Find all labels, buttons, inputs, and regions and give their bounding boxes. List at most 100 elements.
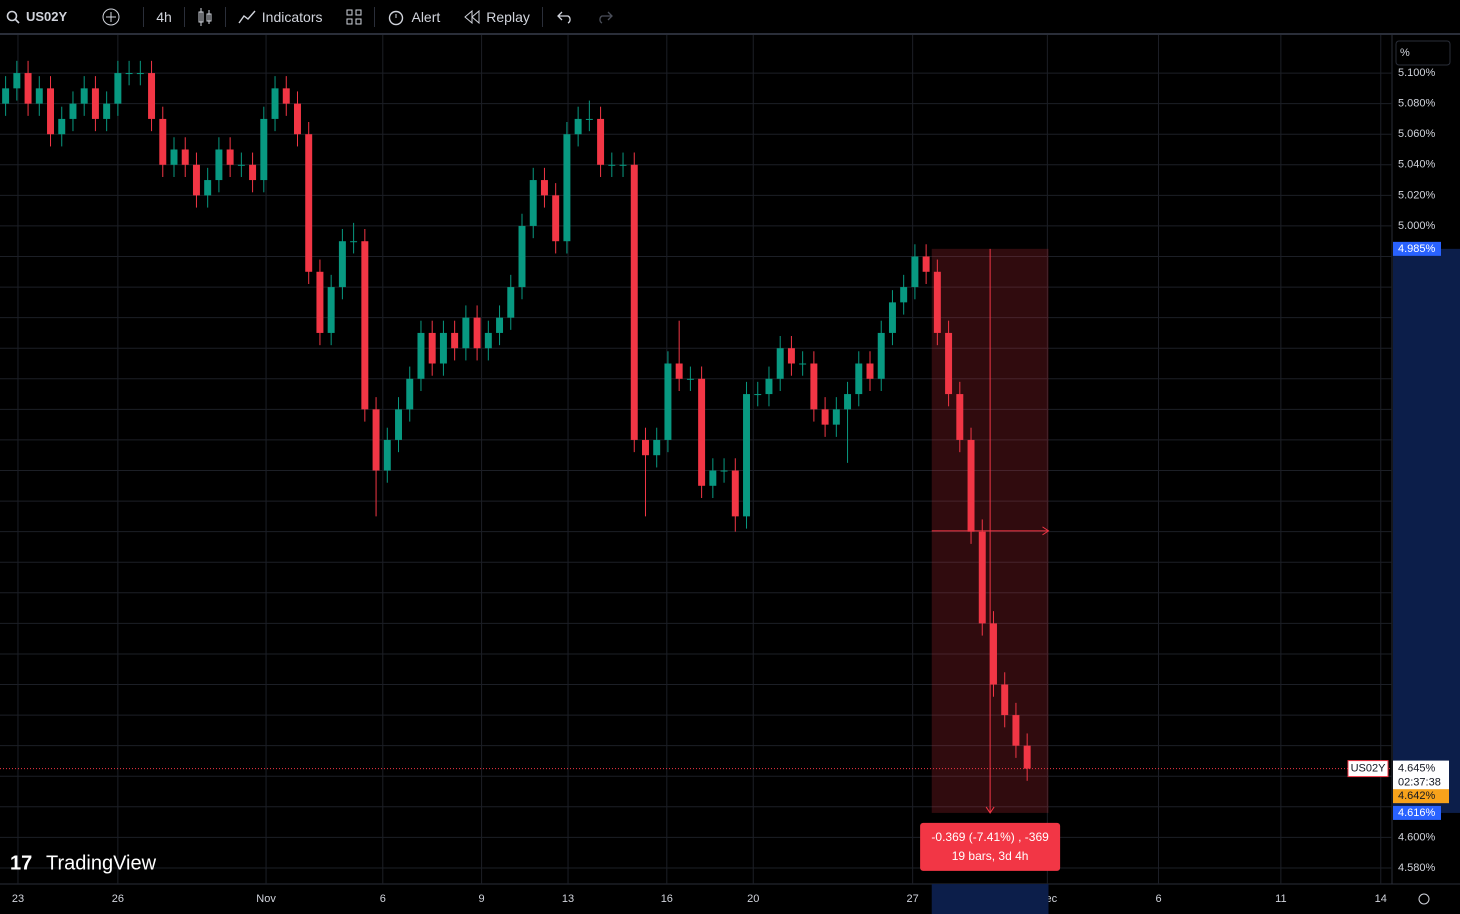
candle-body [529,180,537,226]
x-tick-label: 26 [112,893,124,905]
x-tick-label: 11 [1275,893,1286,905]
candle-body [316,271,324,333]
search-icon [6,10,20,24]
x-tick-label: 14 [1375,893,1387,905]
candle-body [406,378,414,410]
candle-body [103,103,111,119]
candle-body [967,439,975,532]
candle-body [395,409,402,440]
candle-body [350,241,358,243]
candle-body [585,118,593,120]
candle-body [675,363,683,379]
candle-body [484,332,492,349]
countdown-label: 02:37:38 [1398,776,1441,788]
candle-body [473,317,481,349]
candle-body [327,287,335,333]
candle-body [844,394,852,410]
candle-body [271,88,279,119]
measure-from-label: 4.985% [1398,243,1436,255]
candle-body [35,88,43,104]
candle-body [282,88,290,104]
unit-box [1395,40,1451,66]
replay-button[interactable]: Replay [452,0,542,33]
y-tick-label: 5.100% [1398,67,1436,79]
measure-span: 19 bars, 3d 4h [952,849,1029,863]
separator [374,6,376,27]
candle-body [922,256,930,272]
measure-label-box [920,822,1061,871]
candle-body [608,164,616,166]
candle-body [597,118,605,165]
unit-label: % [1400,47,1410,59]
candle-body [956,394,964,440]
candle-body [866,363,874,379]
last-price-label: 4.645% [1398,762,1436,774]
candle-body [900,287,908,303]
last-price-box [1393,760,1449,791]
y-tick-label: 5.080% [1398,98,1436,110]
candle-body [136,73,144,75]
candle-body [69,103,77,119]
candle-body [215,149,223,181]
candle-body [125,73,133,75]
candle-body [237,164,245,166]
candle-body [24,73,32,104]
candle-body [1023,745,1031,769]
candle-body [552,195,560,242]
indicators-icon [238,10,256,23]
candle-body [743,394,750,517]
replay-label: Replay [486,8,530,25]
candle-body [383,439,391,471]
candle-body [181,149,189,165]
interval[interactable]: 4h [156,8,172,25]
candle-body [114,73,122,104]
candle-body [754,394,762,396]
candle-body [945,332,953,395]
y-tick-label: 5.000% [1398,220,1436,232]
undo-button[interactable] [543,0,585,33]
symbol-label: US02Y [1351,762,1387,774]
separator [183,6,185,27]
candle-body [765,378,773,395]
alert-button[interactable]: Alert [375,0,452,33]
symbol-search[interactable]: US02Y [0,0,79,33]
candle-body [619,164,627,166]
candle-body [496,317,504,333]
settings-icon[interactable] [1418,893,1430,905]
measure-to-box [1393,805,1441,820]
candle-body [776,348,784,379]
measure-arrow-down [985,806,995,814]
candle-body [911,256,919,288]
candle-body [439,332,447,364]
indicators-button[interactable]: Indicators [226,0,335,33]
indicators-label: Indicators [261,8,323,25]
candle-body [80,88,88,104]
alert-icon [389,10,404,25]
grid [0,35,1392,884]
candle-body [978,531,986,624]
candle-body [148,73,156,119]
alert-label: Alert [411,8,441,25]
x-tick-label: Nov [256,893,276,905]
candle-body [574,118,582,135]
candle-body [417,332,425,379]
measure-time-highlight [931,884,1049,914]
candle-body [305,134,313,272]
candle-body [192,164,200,196]
x-tick-label: 9 [479,893,485,905]
separator [541,6,543,27]
candle-body [13,73,21,89]
candle-body [372,409,380,471]
candle-body [47,88,54,135]
redo-button[interactable] [585,0,625,33]
candle-body [720,470,728,472]
candle-body [1001,684,1009,716]
x-tick-label: 16 [661,893,673,905]
compare[interactable] [79,0,143,33]
layouts-button[interactable] [334,0,374,33]
candle-body [451,332,459,349]
toolbar: US02Y 4h Indicators Alert Replay [0,0,1460,35]
candle-body [877,332,885,379]
measure-change: -0.369 (-7.41%) , -369 [931,830,1049,844]
chart-type[interactable] [185,0,225,33]
